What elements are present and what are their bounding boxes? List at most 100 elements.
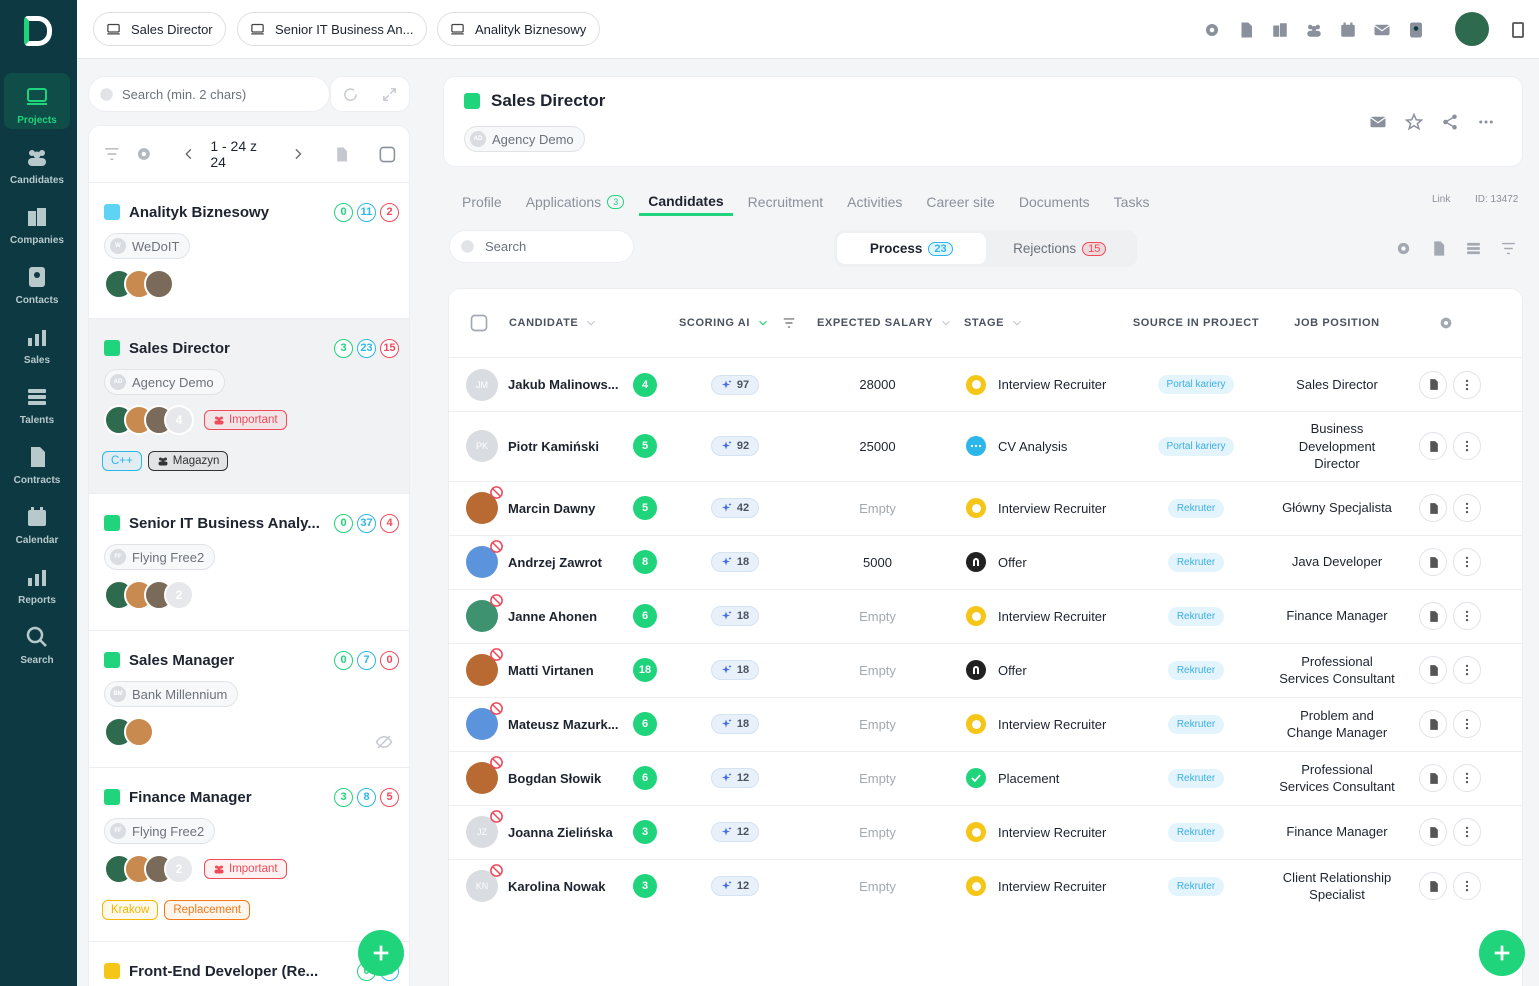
right-icon [295,148,302,160]
project-card[interactable]: Sales Manager 0 7 0 BM Bank Millennium [89,630,409,767]
tab[interactable]: Tasks [1114,188,1150,216]
doc-icon [1429,772,1438,784]
tab[interactable]: Documents [1019,188,1090,216]
project-header: Sales Director AD Agency Demo [443,76,1523,167]
document-button[interactable] [1419,710,1447,738]
segment-label: Process [869,241,923,256]
more-button[interactable] [1453,602,1481,630]
table-row[interactable]: JZ Joanna Zielińska 3 12 Empty Interview Recr… [449,804,1522,859]
table-row[interactable]: Andrzej Zawrot 8 18 5000 Offer Rekruter Java D… [449,534,1522,589]
column-header[interactable]: EXPECTED SALARY [801,316,954,330]
chevron-icon [942,320,951,326]
document-button[interactable] [1419,872,1447,900]
add-project[interactable] [358,930,404,976]
company-pill: FF Flying Free2 [104,818,216,844]
more-button[interactable] [1453,710,1481,738]
table-row[interactable]: PK Piotr Kamiński 5 92 25000 CV Analysis Porta… [449,411,1522,481]
icon-shape [1434,241,1445,256]
company-pill: BM Bank Millennium [104,681,239,707]
table-row[interactable]: Bogdan Słowik 6 12 Empty Placement Rekruter Pr… [449,750,1522,805]
tag: Important [204,859,287,879]
document-button[interactable] [1419,432,1447,461]
more-button[interactable] [1453,548,1481,576]
tab-label: Career site [926,194,995,210]
column-header[interactable]: CANDIDATE [449,313,669,333]
document-button[interactable] [1419,602,1447,630]
tab[interactable]: Activities [847,188,902,216]
stage-icon [966,374,986,395]
nav-label: Companies [10,235,64,246]
tab[interactable]: Candidates [639,188,733,216]
table-row[interactable]: Marcin Dawny 5 42 Empty Interview Recruiter R… [449,480,1522,535]
row-actions [1403,548,1522,576]
avatar-row [104,717,399,747]
tab[interactable]: Career site [926,188,994,216]
project-card[interactable]: Front-End Developer (Re...017 [89,941,409,986]
document-button[interactable] [1419,548,1447,576]
nav-item[interactable]: Candidates [4,133,70,189]
nav-item[interactable]: Talents [4,373,70,429]
nav-item[interactable]: Reports [4,553,70,609]
tab[interactable]: Applications 3 [526,188,625,216]
column-header[interactable]: JOB POSITION [1271,317,1403,329]
nav-item[interactable]: Contacts [4,253,70,309]
icon-shape [721,773,730,782]
nav-item[interactable]: Sales [4,313,70,369]
segment[interactable]: Process 23 [837,233,986,264]
add-candidate[interactable] [1479,930,1525,976]
nav-item[interactable]: Companies [4,193,70,249]
table-row[interactable]: JM Jakub Malinows... 4 97 28000 Interview Rec… [449,357,1522,411]
nav-item[interactable]: Projects [4,73,70,129]
icon-shape [1465,379,1469,382]
icon-shape [1307,30,1321,37]
tab[interactable]: Recruitment [748,188,823,216]
more-button[interactable] [1453,432,1481,461]
nav-item[interactable]: Contracts [4,433,70,489]
open-tab[interactable]: Sales Director [93,12,226,46]
more-button[interactable] [1453,764,1481,792]
document-button[interactable] [1419,656,1447,684]
open-tab[interactable]: Senior IT Business An... [237,12,427,46]
nav-item[interactable]: Search [4,613,70,669]
segment[interactable]: Rejections 15 [986,233,1135,264]
table-row[interactable]: Mateusz Mazurk... 6 18 Empty Interview Recru… [449,696,1522,751]
table-row[interactable]: Matti Virtanen 18 18 Empty Offer Rekruter Prof… [449,642,1522,697]
project-card[interactable]: Analityk Biznesowy 0 11 2 W WeDoIT [89,182,409,318]
column-header[interactable]: STAGE [954,316,1121,330]
document-button[interactable] [1419,818,1447,846]
icon-shape [1465,506,1469,510]
icon-shape [1315,24,1320,30]
table-row[interactable]: Janne Ahonen 6 18 Empty Interview Recruiter R… [449,588,1522,643]
more-button[interactable] [1453,818,1481,846]
project-card[interactable]: Senior IT Business Analy... 0 37 4 FF Flying … [89,493,409,630]
tab[interactable]: Profile [462,188,502,216]
more-button[interactable] [1453,370,1481,399]
icon-shape [35,574,39,586]
document-button[interactable] [1419,370,1447,399]
score: 12 [736,826,750,838]
candidate-cell: KN Karolina Nowak 3 [449,860,669,913]
stage-dot [971,827,981,837]
spark-icon [721,379,732,388]
column-header[interactable]: SOURCE IN PROJECT [1121,317,1271,329]
project-card[interactable]: Finance Manager 3 8 5 FF Flying Free2 2 Importa… [89,767,409,941]
stage: Interview Recruiter [998,716,1107,732]
more-button[interactable] [1453,656,1481,684]
document-button[interactable] [1419,764,1447,792]
icon-shape [492,596,501,605]
more-button[interactable] [1453,494,1481,522]
nav-item[interactable]: Calendar [4,493,70,549]
column-header[interactable]: SCORING AI [669,316,801,330]
table-row[interactable]: KN Karolina Nowak 3 12 Empty Interview Recrui… [449,858,1522,913]
document-button[interactable] [1419,494,1447,522]
icon-shape [373,945,389,961]
project-card[interactable]: Sales Director 3 23 15 AD Agency Demo 4 Importa… [89,318,409,493]
vdots-icon [1465,556,1469,568]
more-button[interactable] [1453,872,1481,900]
open-tab[interactable]: Analityk Biznesowy [437,12,600,46]
icon-shape [1465,718,1469,722]
candidate-avatar [466,756,503,794]
icon-shape [451,32,464,34]
avatar-more: 2 [164,580,194,610]
icon-shape [492,650,501,659]
